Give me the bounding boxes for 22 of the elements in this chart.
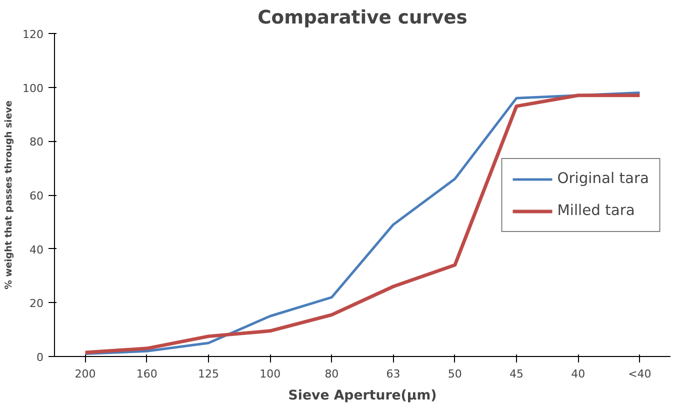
y-tick-label: 20 — [30, 297, 44, 310]
y-tick-label: 60 — [30, 190, 44, 202]
x-axis-title: Sieve Aperture(µm) — [288, 388, 437, 404]
x-tick-label: 63 — [386, 368, 400, 380]
x-tick-label: 100 — [260, 368, 281, 380]
x-tick-label: 125 — [198, 368, 219, 380]
y-tick-label: 0 — [36, 351, 44, 364]
x-tick-label: <40 — [628, 368, 652, 380]
x-tick-label: 80 — [324, 368, 339, 380]
y-tick-label: 100 — [22, 82, 44, 95]
x-tick-label: 200 — [74, 368, 96, 380]
legend-label: Original tara — [557, 170, 649, 187]
chart-title: Comparative curves — [258, 8, 468, 28]
legend-label: Milled tara — [557, 202, 635, 219]
y-tick-label: 80 — [30, 136, 44, 149]
y-tick-label: 40 — [30, 243, 44, 256]
x-tick-label: 160 — [136, 368, 158, 380]
y-tick-label: 120 — [22, 28, 44, 41]
y-axis-title: % weight that passes through sieve — [4, 100, 15, 290]
x-tick-label: 50 — [448, 368, 462, 380]
x-tick-label: 45 — [510, 368, 524, 380]
x-tick-label: 40 — [571, 368, 586, 380]
